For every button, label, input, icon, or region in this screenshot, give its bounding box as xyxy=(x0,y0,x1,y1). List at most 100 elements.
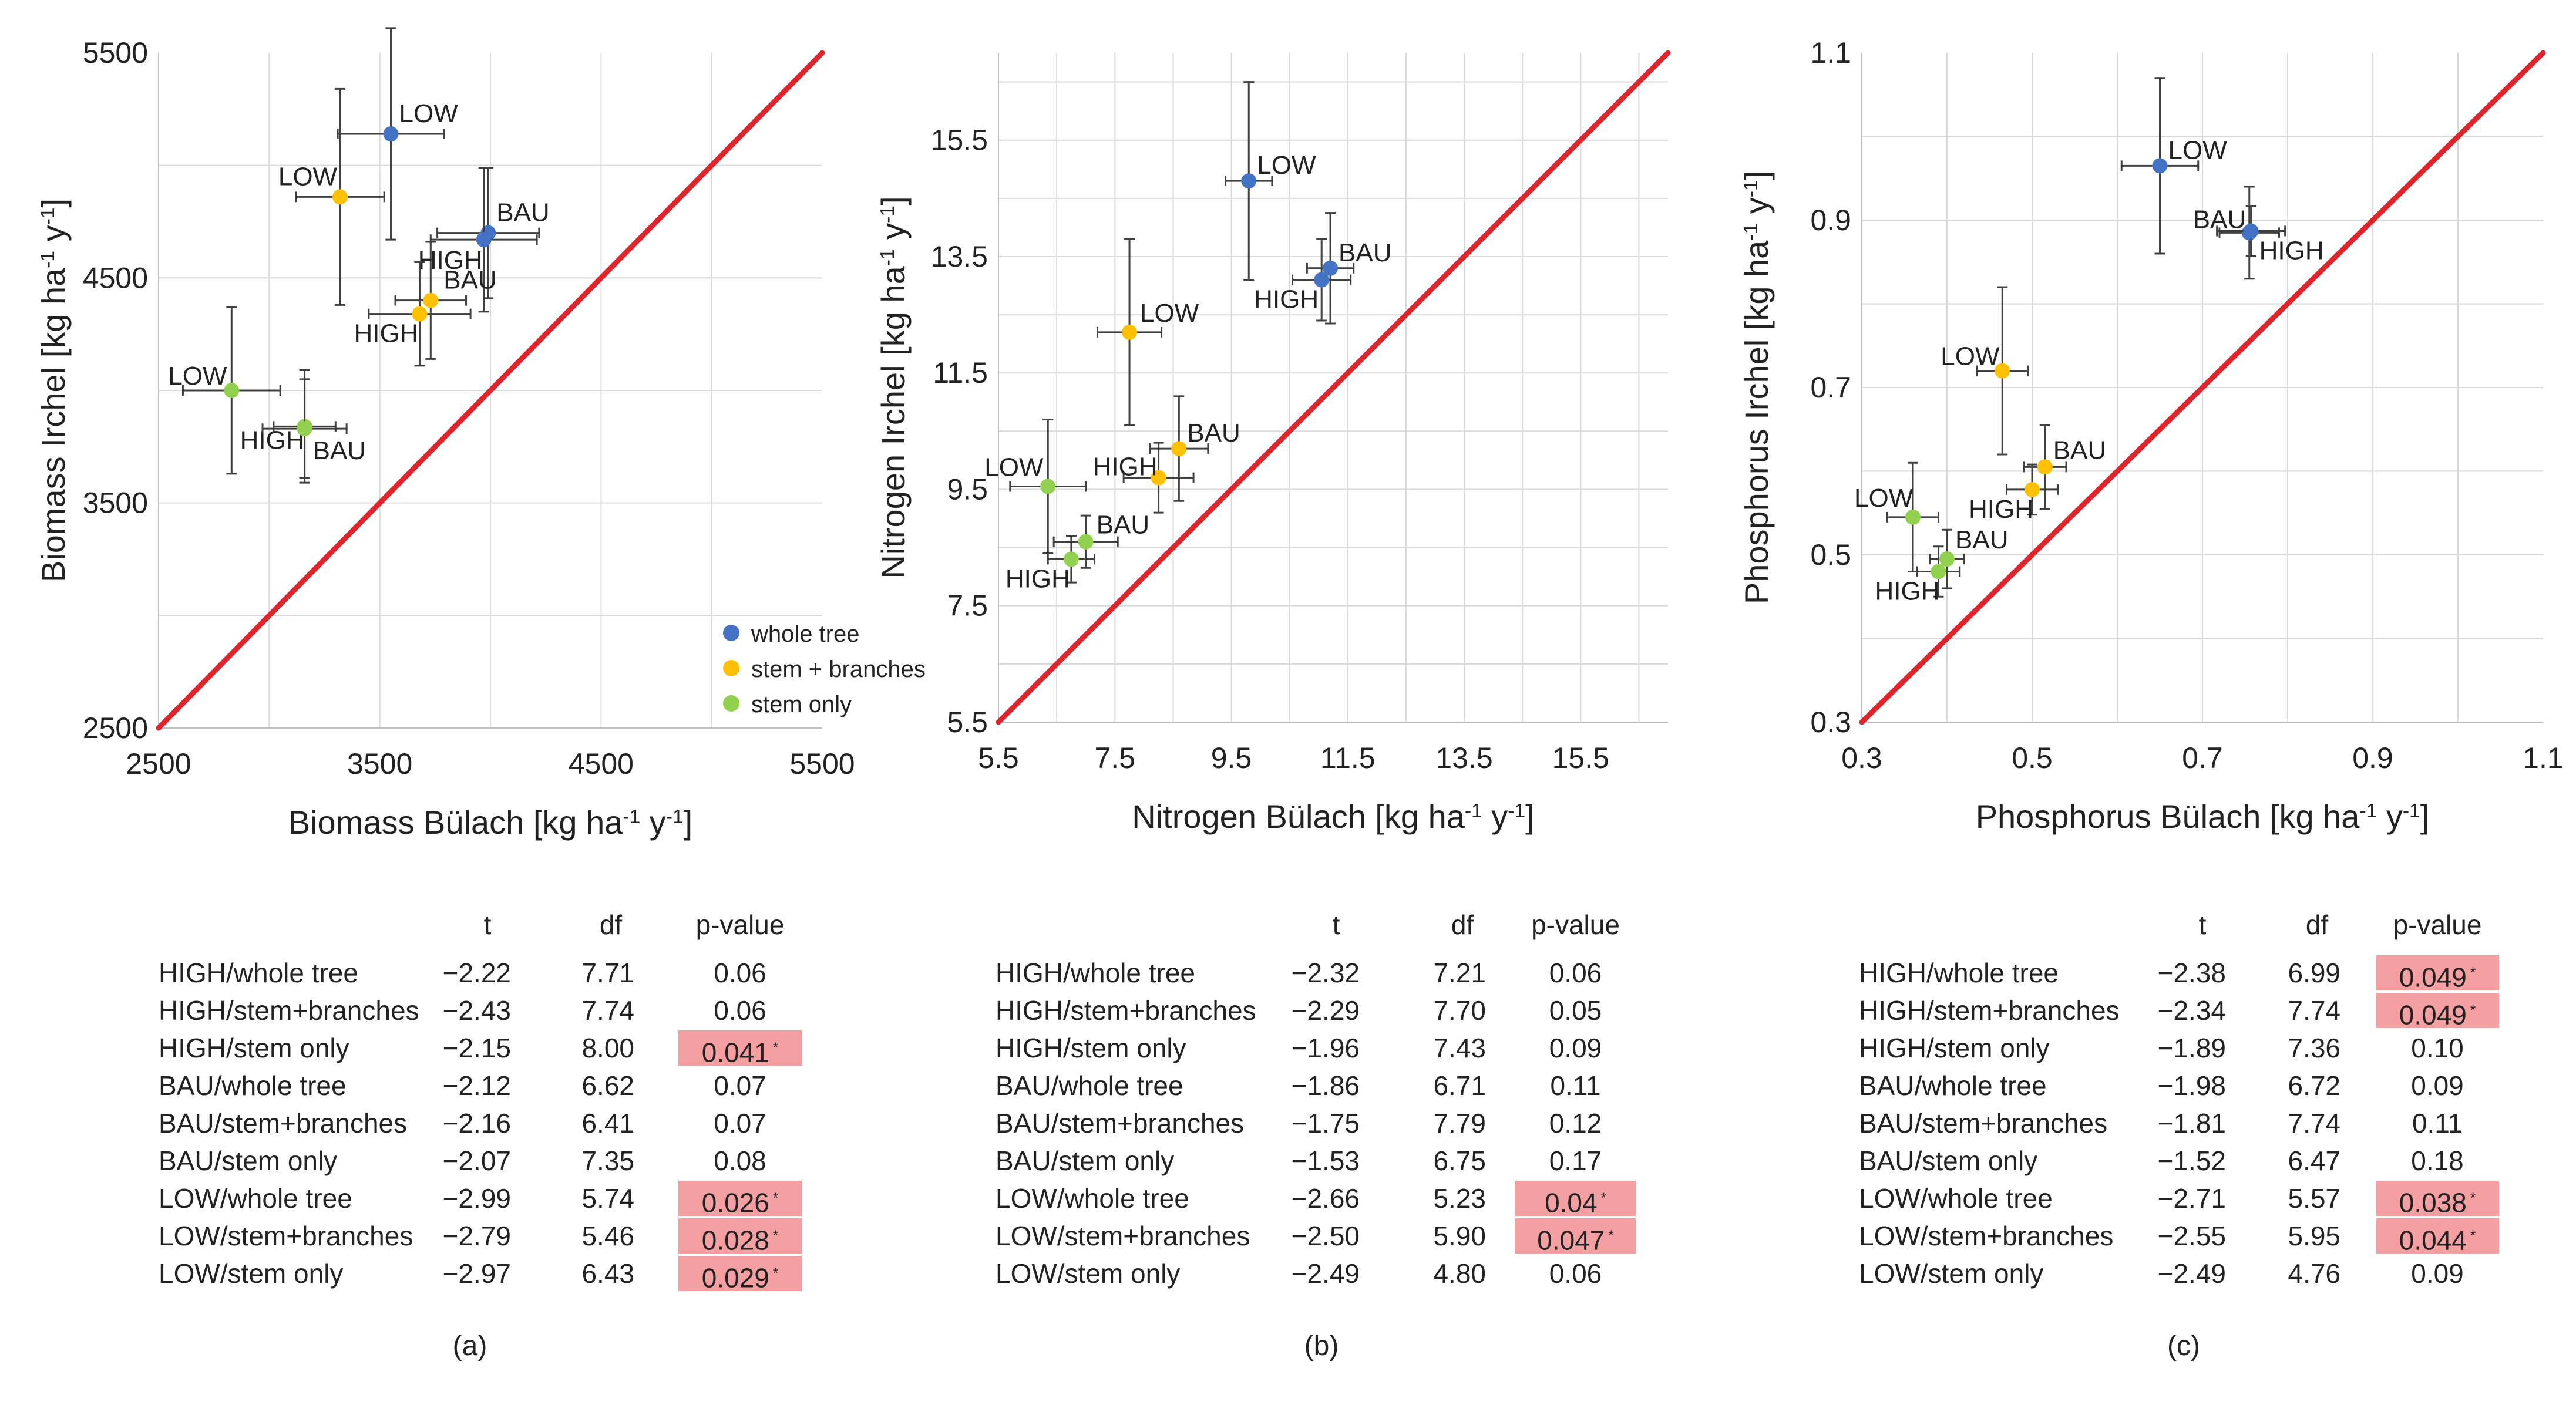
row-label: LOW/stem only xyxy=(996,1258,1181,1289)
p-value-text: 0.06 xyxy=(1549,958,1602,988)
row-label: HIGH/stem+branches xyxy=(996,995,1256,1026)
p-value: 0.06 xyxy=(1515,955,1636,990)
y-tick-label: 3500 xyxy=(83,487,148,520)
error-bars xyxy=(1047,535,1096,584)
point-label: BAU xyxy=(496,198,549,227)
t-value: −2.43 xyxy=(442,995,511,1026)
table-header-t: t xyxy=(483,909,492,940)
data-point xyxy=(1241,173,1257,189)
row-label: LOW/whole tree xyxy=(1859,1183,2053,1214)
t-value: −2.71 xyxy=(2157,1183,2226,1214)
point-label: HIGH xyxy=(1969,495,2033,524)
panel-caption: (b) xyxy=(1304,1330,1339,1362)
y-axis-label: Phosphorus Irchel [kg ha-1 y-1] xyxy=(1738,171,1775,604)
p-value: 0.06 xyxy=(678,993,802,1028)
point-label: HIGH xyxy=(418,246,483,275)
p-value-significant: 0.049 * xyxy=(2376,993,2499,1030)
p-value-text: 0.09 xyxy=(2411,1258,2464,1289)
y-tick-label: 0.5 xyxy=(1810,538,1851,571)
df-value: 6.71 xyxy=(1433,1070,1486,1101)
x-tick-label: 13.5 xyxy=(1435,742,1492,774)
point-label: HIGH xyxy=(1005,564,1070,593)
data-point xyxy=(1122,324,1138,340)
t-value: −2.99 xyxy=(442,1183,511,1214)
p-value: 0.09 xyxy=(2376,1068,2499,1103)
legend-marker xyxy=(723,625,739,641)
df-value: 6.99 xyxy=(2288,958,2340,988)
one-to-one-line xyxy=(156,50,825,731)
p-value-text: 0.11 xyxy=(2412,1108,2463,1138)
df-value: 6.75 xyxy=(1433,1145,1486,1176)
legend-label: whole tree xyxy=(751,621,860,647)
y-tick-label: 0.3 xyxy=(1810,706,1851,739)
data-point xyxy=(2243,223,2259,239)
point-label: HIGH xyxy=(1093,453,1158,481)
x-tick-label: 0.7 xyxy=(2182,742,2223,774)
x-tick-label: 0.5 xyxy=(2012,742,2053,774)
row-label: BAU/whole tree xyxy=(996,1070,1183,1101)
data-point xyxy=(1995,363,2010,379)
y-tick-label: 0.7 xyxy=(1810,371,1851,404)
t-value: −1.89 xyxy=(2157,1033,2226,1063)
one-to-one-line xyxy=(996,50,1671,725)
point-label: LOW xyxy=(168,362,227,390)
p-value-text: 0.08 xyxy=(714,1145,766,1176)
point-label: LOW xyxy=(1140,299,1199,328)
y-tick-label: 11.5 xyxy=(933,356,988,389)
y-tick-label: 13.5 xyxy=(931,240,988,273)
data-point xyxy=(1171,441,1187,457)
one-to-one-line xyxy=(1859,50,2546,725)
p-value: 0.17 xyxy=(1515,1143,1636,1178)
df-value: 6.62 xyxy=(581,1070,634,1101)
t-value: −2.49 xyxy=(1291,1258,1360,1289)
df-value: 7.79 xyxy=(1433,1108,1486,1138)
point-label: HIGH xyxy=(354,319,418,348)
point-label: BAU xyxy=(2053,436,2106,464)
y-tick-label: 15.5 xyxy=(931,124,988,157)
data-point xyxy=(2037,459,2053,475)
row-label: BAU/stem+branches xyxy=(1859,1108,2108,1138)
t-value: −2.97 xyxy=(442,1258,511,1289)
x-tick-label: 0.3 xyxy=(1841,742,1882,774)
point-label: LOW xyxy=(1257,151,1316,180)
t-value: −2.34 xyxy=(2157,995,2226,1026)
x-tick-label: 5.5 xyxy=(978,742,1019,774)
df-value: 4.80 xyxy=(1433,1258,1486,1289)
legend-label: stem only xyxy=(751,692,852,717)
significance-star: * xyxy=(2470,1190,2476,1206)
data-point xyxy=(1040,479,1056,494)
point-label: LOW xyxy=(1854,484,1913,513)
data-point xyxy=(383,126,399,141)
x-tick-label: 5500 xyxy=(789,747,855,780)
p-value-significant: 0.049 * xyxy=(2376,955,2499,992)
df-value: 8.00 xyxy=(581,1033,634,1063)
significance-star: * xyxy=(1600,1190,1606,1206)
df-value: 6.47 xyxy=(2288,1145,2340,1176)
df-value: 6.41 xyxy=(581,1108,634,1138)
df-value: 5.23 xyxy=(1433,1183,1486,1214)
y-tick-label: 1.1 xyxy=(1810,36,1851,69)
p-value-significant: 0.044 * xyxy=(2376,1218,2499,1255)
data-point xyxy=(423,292,439,308)
y-tick-label: 5.5 xyxy=(947,706,988,739)
p-value-text: 0.04 xyxy=(1545,1187,1598,1218)
x-tick-label: 7.5 xyxy=(1095,742,1136,774)
row-label: BAU/whole tree xyxy=(159,1070,347,1101)
y-tick-label: 7.5 xyxy=(947,589,988,622)
t-value: −2.55 xyxy=(2157,1221,2226,1251)
t-value: −2.22 xyxy=(442,958,511,988)
data-point xyxy=(332,189,348,205)
row-label: LOW/whole tree xyxy=(996,1183,1189,1214)
table-header-df: df xyxy=(2305,909,2329,940)
point-label: BAU xyxy=(1097,511,1149,540)
row-label: BAU/stem only xyxy=(1859,1145,2038,1176)
p-value: 0.06 xyxy=(1515,1256,1636,1291)
p-value: 0.18 xyxy=(2376,1143,2499,1178)
df-value: 7.70 xyxy=(1433,995,1486,1026)
y-tick-label: 2500 xyxy=(83,712,148,744)
t-value: −2.15 xyxy=(442,1033,511,1063)
p-value: 0.06 xyxy=(678,955,802,990)
data-point xyxy=(1063,551,1079,567)
p-value-significant: 0.029 * xyxy=(678,1256,802,1293)
